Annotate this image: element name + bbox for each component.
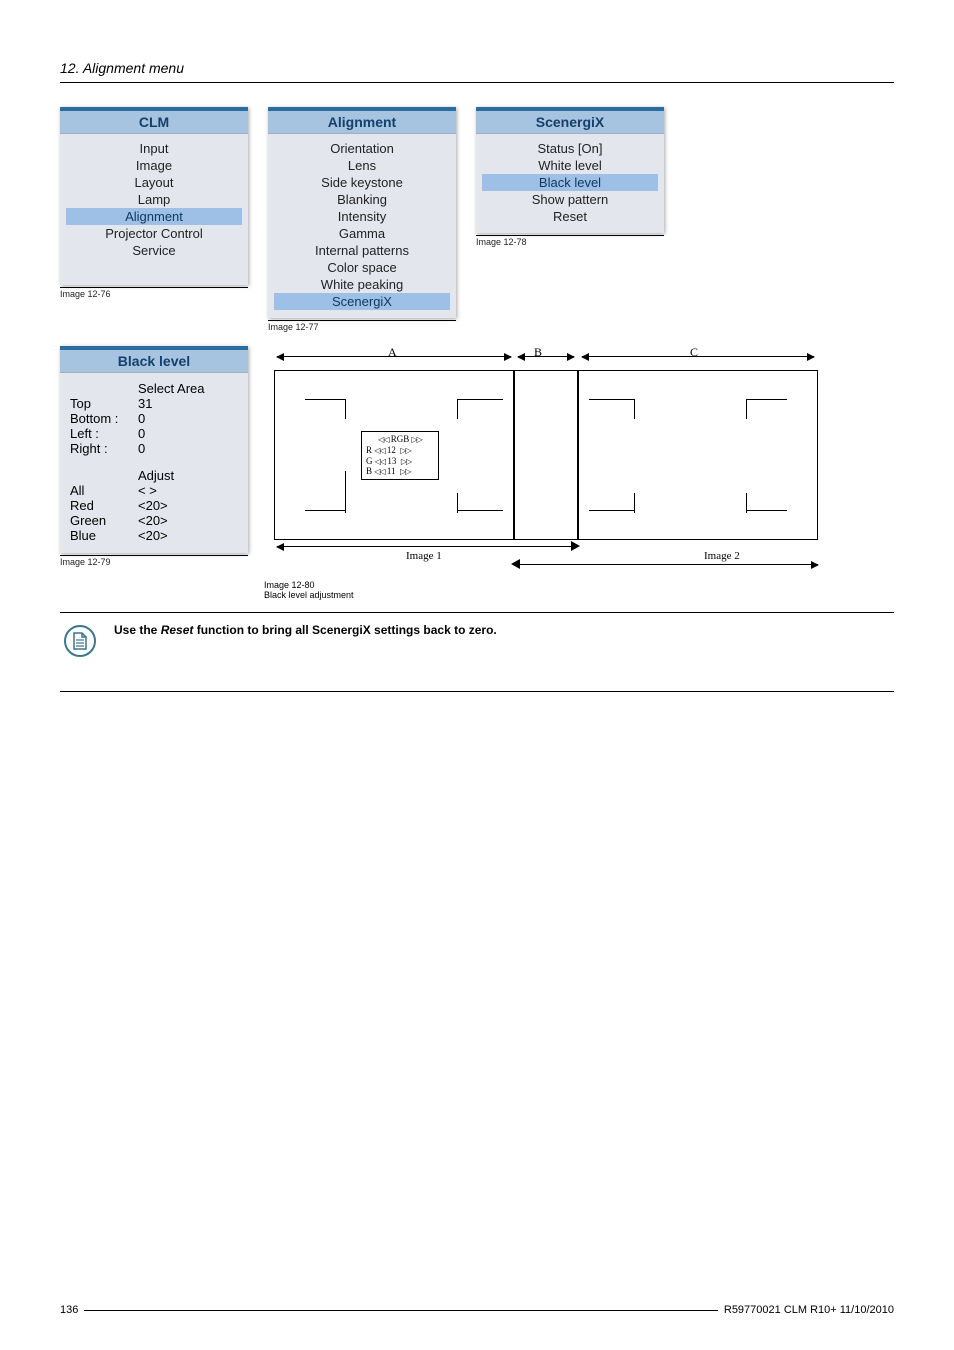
align-item-internal-patterns[interactable]: Internal patterns	[274, 242, 450, 259]
sx-item-reset[interactable]: Reset	[482, 208, 658, 225]
rgb-g-l: G	[366, 456, 373, 466]
bl-all-value: < >	[138, 483, 157, 498]
header-rule	[60, 82, 894, 83]
note-after: function to bring all ScenergiX settings…	[193, 623, 496, 637]
sx-item-show-pattern[interactable]: Show pattern	[482, 191, 658, 208]
rgb-b-l: B	[366, 466, 372, 476]
scenergix-caption: Image 12-78	[476, 235, 664, 247]
sx-item-white-level[interactable]: White level	[482, 157, 658, 174]
clm-item-input[interactable]: Input	[66, 140, 242, 157]
align-item-side-keystone[interactable]: Side keystone	[274, 174, 450, 191]
clm-item-layout[interactable]: Layout	[66, 174, 242, 191]
black-level-body: Select Area Top31 Bottom :0 Left :0 Righ…	[60, 373, 248, 553]
bl-all-label: All	[70, 483, 138, 498]
page-footer: 136 R59770021 CLM R10+ 11/10/2010	[60, 1310, 894, 1316]
bl-green-value: <20>	[138, 513, 168, 528]
bl-bottom-label: Bottom :	[70, 411, 138, 426]
bl-red-label: Red	[70, 498, 138, 513]
menu-scenergix-body: Status [On] White level Black level Show…	[476, 134, 664, 233]
menu-alignment-body: Orientation Lens Side keystone Blanking …	[268, 134, 456, 318]
image1-label: Image 1	[406, 550, 442, 562]
menu-clm-title: CLM	[60, 111, 248, 134]
rgb-r-v: 12	[387, 445, 396, 455]
diagram-box-c	[578, 370, 818, 540]
note-text: Use the Reset function to bring all Scen…	[114, 623, 497, 637]
menu-scenergix-title: ScenergiX	[476, 111, 664, 134]
bl-green-label: Green	[70, 513, 138, 528]
align-item-white-peaking[interactable]: White peaking	[274, 276, 450, 293]
align-item-intensity[interactable]: Intensity	[274, 208, 450, 225]
diagram-box-b	[514, 370, 578, 540]
image2-arrow	[518, 564, 818, 565]
label-a: A	[388, 345, 397, 360]
align-item-blanking[interactable]: Blanking	[274, 191, 450, 208]
note-reset-word: Reset	[161, 623, 194, 637]
bl-right-value: 0	[138, 441, 145, 456]
diagram-box-a: ◁◁ RGB ▷▷ R ◁◁ 12 ▷▷ G ◁◁ 13 ▷▷ B ◁◁ 11 …	[274, 370, 514, 540]
align-item-color-space[interactable]: Color space	[274, 259, 450, 276]
bl-bottom-value: 0	[138, 411, 145, 426]
clm-item-alignment[interactable]: Alignment	[66, 208, 242, 225]
align-item-lens[interactable]: Lens	[274, 157, 450, 174]
clm-item-image[interactable]: Image	[66, 157, 242, 174]
footer-doc-id: R59770021 CLM R10+ 11/10/2010	[718, 1304, 894, 1316]
sx-item-status[interactable]: Status [On]	[482, 140, 658, 157]
menus-row-2: Black level Select Area Top31 Bottom :0 …	[60, 346, 894, 600]
arrow-b	[518, 356, 574, 357]
menu-scenergix: ScenergiX Status [On] White level Black …	[476, 107, 664, 233]
blacklevel-caption: Image 12-79	[60, 555, 248, 567]
bl-blue-value: <20>	[138, 528, 168, 543]
scenergix-column: ScenergiX Status [On] White level Black …	[476, 107, 664, 247]
bl-blue-label: Blue	[70, 528, 138, 543]
label-b: B	[534, 345, 542, 360]
bl-red-value: <20>	[138, 498, 168, 513]
bl-section2-title: Adjust	[138, 468, 174, 483]
menu-clm: CLM Input Image Layout Lamp Alignment Pr…	[60, 107, 248, 285]
rgb-adjust-box: ◁◁ RGB ▷▷ R ◁◁ 12 ▷▷ G ◁◁ 13 ▷▷ B ◁◁ 11 …	[361, 431, 439, 480]
menu-clm-body: Input Image Layout Lamp Alignment Projec…	[60, 134, 248, 267]
label-c: C	[690, 345, 698, 360]
image1-arrow	[277, 546, 577, 547]
image2-arrow-left	[511, 559, 520, 569]
sx-item-black-level[interactable]: Black level	[482, 174, 658, 191]
note-icon	[64, 625, 96, 657]
clm-caption: Image 12-76	[60, 287, 248, 299]
align-item-orientation[interactable]: Orientation	[274, 140, 450, 157]
footer-page-number: 136	[60, 1304, 84, 1316]
clm-item-lamp[interactable]: Lamp	[66, 191, 242, 208]
document-icon	[72, 632, 88, 650]
align-item-gamma[interactable]: Gamma	[274, 225, 450, 242]
rgb-header: RGB	[391, 434, 410, 444]
rgb-b-v: 11	[387, 466, 396, 476]
clm-column: CLM Input Image Layout Lamp Alignment Pr…	[60, 107, 248, 299]
clm-item-projector-control[interactable]: Projector Control	[66, 225, 242, 242]
bl-top-label: Top	[70, 396, 138, 411]
rgb-g-v: 13	[387, 456, 396, 466]
image1-arrow-right	[571, 541, 580, 551]
menus-row-1: CLM Input Image Layout Lamp Alignment Pr…	[60, 107, 894, 332]
diagram-wrap: A B C ◁◁ RGB ▷▷	[264, 346, 824, 600]
bl-left-value: 0	[138, 426, 145, 441]
blacklevel-column: Black level Select Area Top31 Bottom :0 …	[60, 346, 248, 567]
diagram-caption2: Black level adjustment	[264, 590, 824, 600]
alignment-column: Alignment Orientation Lens Side keystone…	[268, 107, 456, 332]
black-level-diagram: A B C ◁◁ RGB ▷▷	[264, 346, 824, 576]
bl-left-label: Left :	[70, 426, 138, 441]
image2-label: Image 2	[704, 550, 740, 562]
note-before: Use the	[114, 623, 161, 637]
bl-section1-title: Select Area	[138, 381, 205, 396]
menu-alignment-title: Alignment	[268, 111, 456, 134]
note-block: Use the Reset function to bring all Scen…	[60, 612, 894, 692]
menu-black-level: Black level Select Area Top31 Bottom :0 …	[60, 346, 248, 553]
rgb-r-l: R	[366, 445, 372, 455]
bl-top-value: 31	[138, 396, 152, 411]
page-header: 12. Alignment menu	[60, 60, 894, 76]
menu-black-level-title: Black level	[60, 350, 248, 373]
menu-alignment: Alignment Orientation Lens Side keystone…	[268, 107, 456, 318]
bl-right-label: Right :	[70, 441, 138, 456]
clm-item-service[interactable]: Service	[66, 242, 242, 259]
alignment-caption: Image 12-77	[268, 320, 456, 332]
diagram-caption1: Image 12-80	[264, 580, 824, 590]
align-item-scenergix[interactable]: ScenergiX	[274, 293, 450, 310]
